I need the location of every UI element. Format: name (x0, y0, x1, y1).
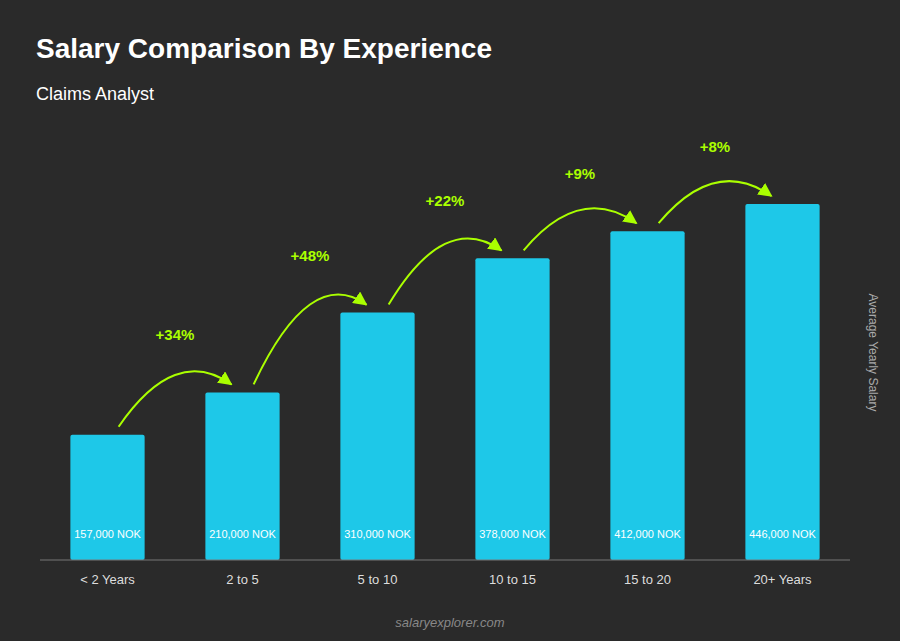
y-axis-label: Average Yearly Salary (866, 294, 880, 412)
bar (205, 392, 279, 560)
x-tick-label: 2 to 5 (226, 572, 259, 587)
x-tick-label: 15 to 20 (624, 572, 671, 587)
data-label: 157,000 NOK (74, 528, 141, 540)
chart-container: Salary Comparison By Experience Claims An… (0, 0, 900, 641)
data-label: 412,000 NOK (614, 528, 681, 540)
data-label: 310,000 NOK (344, 528, 411, 540)
x-tick-label: 20+ Years (753, 572, 812, 587)
annotation: +22% (426, 192, 465, 209)
change-arrow (119, 371, 232, 426)
annotation: +48% (291, 247, 330, 264)
change-arrow (389, 238, 502, 304)
chart: Salary Comparison By Experience Claims An… (0, 0, 900, 641)
baseline (40, 560, 850, 561)
annotation: +34% (156, 326, 195, 343)
data-label: 378,000 NOK (479, 528, 546, 540)
bar (70, 435, 144, 560)
x-tick-label: < 2 Years (80, 572, 135, 587)
bar (475, 258, 549, 560)
data-label: 446,000 NOK (749, 528, 816, 540)
data-label: 210,000 NOK (209, 528, 276, 540)
title: Salary Comparison By Experience (36, 33, 492, 64)
change-arrow (254, 295, 367, 385)
annotation: +9% (565, 165, 595, 182)
change-arrow (659, 181, 772, 223)
subtitle: Claims Analyst (36, 84, 154, 104)
x-tick-label: 5 to 10 (358, 572, 398, 587)
bars (70, 204, 819, 560)
x-tick-label: 10 to 15 (489, 572, 536, 587)
watermark: salaryexplorer.com (395, 615, 505, 630)
bar (340, 313, 414, 560)
annotation: +8% (700, 138, 730, 155)
bar (610, 231, 684, 560)
bar (745, 204, 819, 560)
background (0, 0, 900, 641)
change-arrow (524, 208, 637, 250)
